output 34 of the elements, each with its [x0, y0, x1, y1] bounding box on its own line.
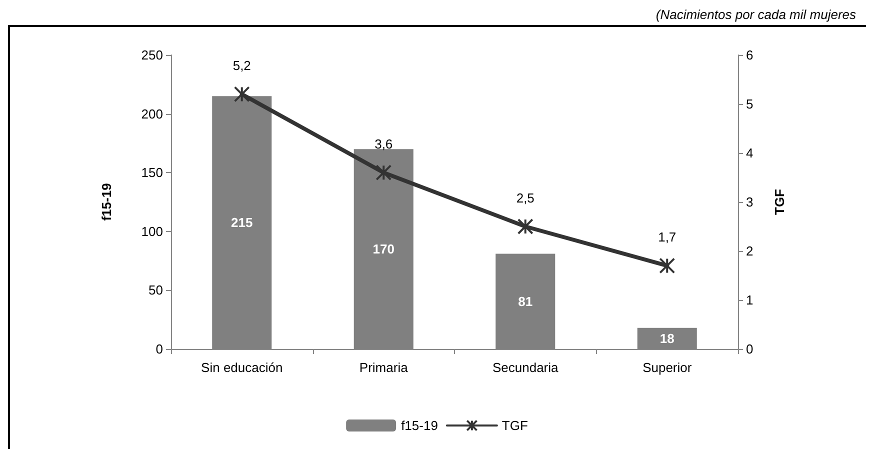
y2-axis-title: TGF: [772, 188, 787, 215]
y-tick-label: 50: [148, 282, 163, 298]
data-label: 5,2: [232, 58, 251, 74]
y-tick-label: 100: [141, 224, 163, 239]
y2-tick-label: 0: [746, 342, 754, 356]
point: [234, 86, 250, 102]
data-label: 18: [660, 330, 674, 346]
x-tick-label: Secundaria: [492, 360, 560, 375]
data-label: 170: [372, 242, 394, 257]
y2-tick-label: 3: [746, 194, 754, 210]
data-label: 215: [231, 215, 253, 230]
text: (Nacimientos por cada mil mujeres: [656, 7, 856, 22]
data-label: 81: [518, 294, 533, 309]
y2-tick-label: 2: [746, 244, 754, 258]
y2-tick-label: 5: [746, 96, 754, 112]
y-tick-label: 0: [156, 342, 163, 356]
x-tick-label: Primaria: [359, 360, 409, 375]
legend-label: f15-19: [401, 418, 438, 433]
point: [376, 164, 392, 181]
legend-label: TGF: [502, 418, 528, 433]
data-label: 2,5: [516, 190, 534, 206]
y2-tick-label: 4: [746, 146, 754, 160]
y2-tick-label: 1: [746, 292, 754, 308]
point: [517, 218, 534, 234]
y-axis-title: f15-19: [99, 183, 114, 221]
x-tick-label: Superior: [642, 360, 692, 375]
y-tick-label: 250: [141, 48, 163, 62]
y-tick-label: 200: [141, 106, 163, 122]
y-tick-label: 150: [141, 165, 163, 180]
y2-tick-label: 6: [746, 48, 754, 62]
point: [659, 258, 676, 274]
x-tick-label: Sin educación: [201, 360, 283, 375]
data-label: 1,7: [658, 230, 676, 245]
data-label: 3,6: [374, 136, 393, 152]
